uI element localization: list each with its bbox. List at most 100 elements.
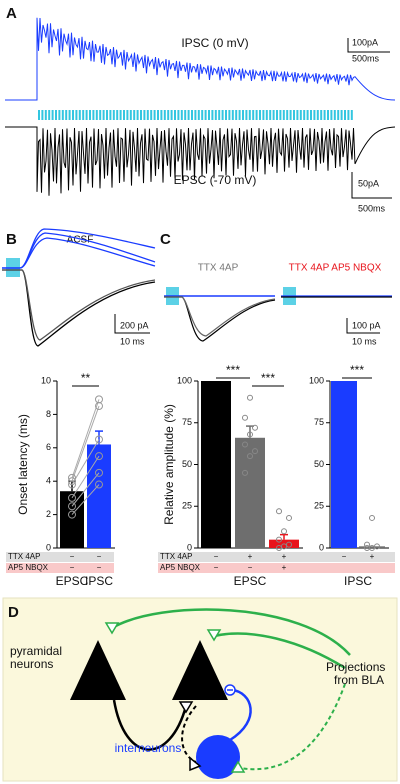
significance-label: *** — [261, 371, 275, 385]
ipsc-trace — [5, 17, 396, 101]
stimulus — [136, 110, 139, 120]
epsc-trace — [5, 126, 396, 196]
data-point — [276, 536, 282, 543]
diagram-label: Projections — [326, 660, 385, 674]
data-point — [242, 414, 248, 421]
stimulus — [323, 110, 326, 120]
stimulus — [116, 110, 119, 120]
stimulus — [157, 110, 159, 120]
pyramidal-neuron — [70, 640, 126, 700]
stimulus — [85, 110, 88, 120]
diagram-label: pyramidal — [10, 644, 62, 658]
condition-mark: + — [282, 563, 287, 572]
y-tick-label: 75 — [314, 417, 324, 427]
stimulus — [218, 110, 221, 120]
stimulus — [72, 110, 74, 120]
stimulus — [279, 110, 282, 120]
stimulus — [245, 110, 248, 120]
condition-mark: − — [70, 552, 75, 561]
y-axis-label: Relative amplitude (%) — [162, 404, 176, 525]
stimulus — [89, 110, 91, 120]
data-point — [247, 394, 253, 401]
stimulus — [174, 110, 176, 120]
diagram-label: from BLA — [334, 673, 384, 687]
paired-line — [71, 405, 100, 482]
significance-label: ** — [81, 371, 91, 385]
stimulus — [187, 110, 190, 120]
stimulus — [55, 110, 57, 120]
stimulus — [140, 110, 142, 120]
synapse — [178, 701, 194, 714]
data-point — [374, 543, 380, 550]
stimulus — [82, 110, 85, 120]
data-point — [281, 543, 287, 550]
condition-mark: − — [214, 552, 219, 561]
bar — [331, 381, 357, 548]
stimulus — [242, 110, 244, 120]
stimulus — [180, 110, 183, 120]
paired-line — [71, 455, 100, 499]
stimulus — [259, 110, 261, 120]
stimulus — [327, 110, 329, 120]
stimulus — [252, 110, 255, 120]
stimulus — [92, 110, 95, 120]
condition-label: TTX 4AP AP5 NBQX — [289, 263, 382, 274]
synapse — [206, 629, 222, 642]
stimulus — [109, 110, 112, 120]
data-point — [242, 441, 248, 448]
scale-label: 50pA — [358, 178, 379, 188]
stimulus — [58, 110, 61, 120]
data-point — [68, 473, 76, 482]
data-point — [68, 477, 76, 486]
stimulus — [337, 110, 340, 120]
bar — [201, 381, 231, 548]
trace — [164, 296, 276, 337]
scale-bar — [114, 314, 150, 334]
stimulus — [303, 110, 306, 120]
x-axis-label: IPSC — [344, 574, 372, 588]
stimulus — [201, 110, 204, 120]
data-point — [286, 514, 292, 521]
y-tick-label: 8 — [46, 409, 51, 419]
significance-label: *** — [350, 363, 364, 377]
stimulus — [282, 110, 285, 120]
stimulus — [78, 110, 81, 120]
stimulus — [214, 110, 217, 120]
stimulus — [225, 110, 227, 120]
paired-line — [71, 399, 100, 479]
scale-label: 100pA — [352, 37, 378, 47]
y-tick-label: 100 — [309, 375, 324, 385]
y-tick-label: 75 — [182, 417, 192, 427]
stimulus — [153, 110, 156, 120]
stimulus — [44, 110, 47, 120]
y-tick-label: 50 — [314, 459, 324, 469]
scale-label: 500ms — [358, 203, 386, 213]
condition-mark: − — [248, 563, 253, 572]
condition-mark: − — [97, 563, 102, 572]
data-point — [95, 480, 103, 489]
panel-label: B — [6, 231, 17, 248]
trace — [2, 269, 156, 341]
significance-label: *** — [226, 363, 240, 377]
panel-label: A — [6, 5, 17, 22]
trace — [2, 228, 156, 269]
stimulus — [248, 110, 251, 120]
stimulus — [310, 110, 312, 120]
trace — [2, 269, 156, 347]
y-tick-label: 50 — [182, 459, 192, 469]
y-tick-label: 100 — [177, 375, 192, 385]
stimulus — [106, 110, 108, 120]
trace-label: EPSC (-70 mV) — [174, 173, 257, 187]
stimulus — [276, 110, 278, 120]
stimulus — [333, 110, 336, 120]
bar — [359, 546, 385, 548]
y-tick-label: 4 — [46, 476, 51, 486]
condition-band — [322, 563, 395, 573]
x-tick-label: EPSC — [56, 574, 89, 588]
scale-label: 10 ms — [352, 336, 377, 346]
scale-label: 100 pA — [352, 320, 381, 330]
data-point — [68, 510, 76, 519]
stimulus — [119, 110, 122, 120]
data-point — [276, 508, 282, 515]
y-tick-label: 0 — [46, 542, 51, 552]
